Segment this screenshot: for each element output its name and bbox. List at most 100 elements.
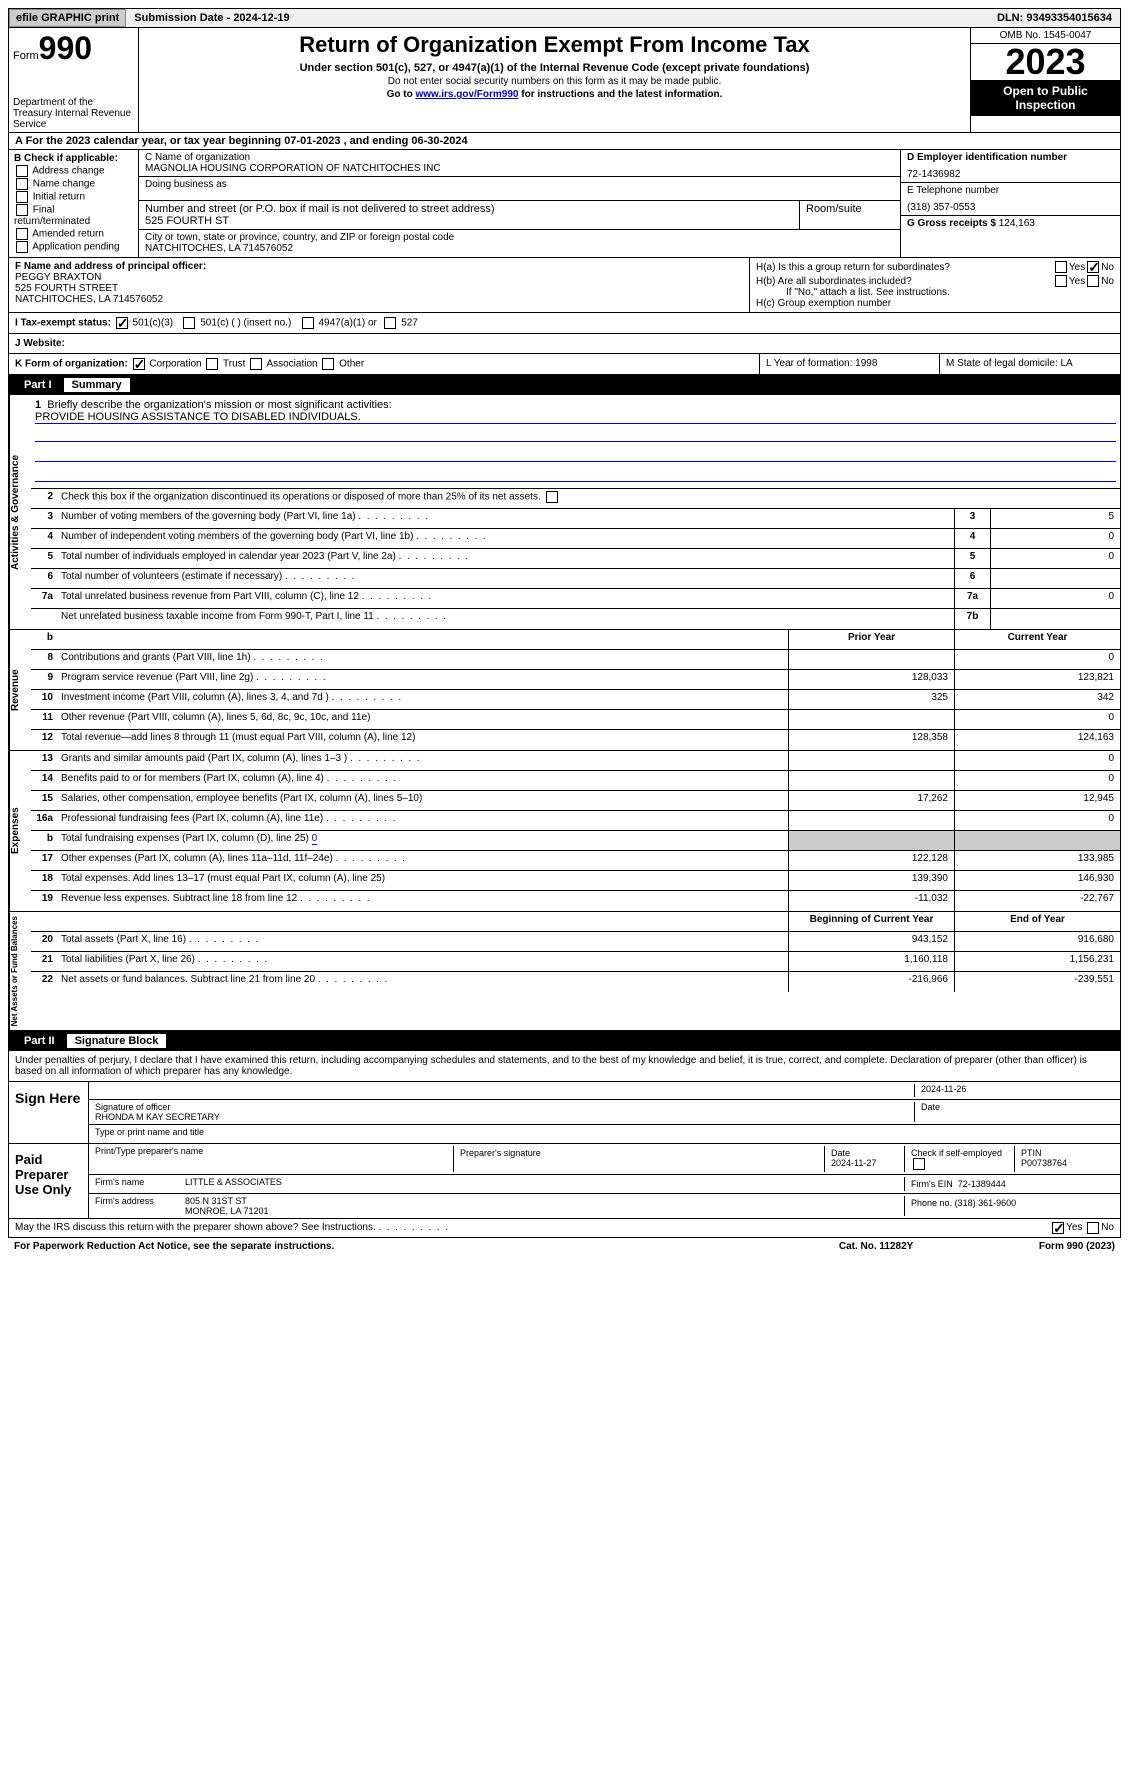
ha-no[interactable] — [1087, 261, 1099, 273]
exp-r18: Total expenses. Add lines 13–17 (must eq… — [57, 871, 788, 890]
date-label: Date — [914, 1102, 1114, 1122]
governance-section: Activities & Governance 1 Briefly descri… — [8, 395, 1121, 630]
firm-name: LITTLE & ASSOCIATES — [185, 1177, 904, 1191]
checkbox-name-change[interactable] — [16, 178, 28, 190]
cb-discontinued[interactable] — [546, 491, 558, 503]
opt-assoc: Association — [266, 359, 317, 370]
ha-label: H(a) Is this a group return for subordin… — [756, 262, 1053, 273]
k-label: K Form of organization: — [15, 359, 128, 370]
g-v6 — [990, 569, 1120, 588]
cb-other[interactable] — [322, 358, 334, 370]
exp-c19: -22,767 — [954, 891, 1120, 911]
discuss-no[interactable] — [1087, 1222, 1099, 1234]
sign-here: Sign Here — [9, 1082, 89, 1143]
section-a-tax-year: A For the 2023 calendar year, or tax yea… — [8, 133, 1121, 150]
rev-r11: Other revenue (Part VIII, column (A), li… — [57, 710, 788, 729]
officer-city: NATCHITOCHES, LA 714576052 — [15, 294, 743, 305]
begin-hdr: Beginning of Current Year — [788, 912, 954, 931]
exp-c18: 146,930 — [954, 871, 1120, 890]
cb-4947[interactable] — [302, 317, 314, 329]
city-label: City or town, state or province, country… — [145, 232, 894, 243]
opt-address-change: Address change — [32, 166, 104, 177]
opt-app-pending: Application pending — [32, 242, 119, 253]
exp-gray2 — [954, 831, 1120, 850]
part1-label: Part I — [16, 379, 60, 391]
opt-trust: Trust — [223, 359, 245, 370]
street: 525 FOURTH ST — [145, 215, 793, 227]
dln: DLN: 93493354015634 — [989, 10, 1120, 26]
declaration: Under penalties of perjury, I declare th… — [9, 1051, 1120, 1081]
note2-post: for instructions and the latest informat… — [518, 89, 722, 100]
g-r1: Briefly describe the organization's miss… — [47, 399, 391, 411]
col-b-title: B Check if applicable: — [14, 153, 133, 164]
cb-assoc[interactable] — [250, 358, 262, 370]
form-subtitle: Under section 501(c), 527, or 4947(a)(1)… — [143, 62, 966, 74]
officer-name: PEGGY BRAXTON — [15, 272, 743, 283]
year-formation: L Year of formation: 1998 — [760, 354, 940, 374]
phone-label: E Telephone number — [907, 185, 1114, 196]
note2-pre: Go to — [387, 89, 416, 100]
exp-r16a: Professional fundraising fees (Part IX, … — [57, 811, 788, 830]
type-name-label: Type or print name and title — [89, 1125, 1120, 1143]
cb-corp[interactable] — [133, 358, 145, 370]
cb-501c[interactable] — [183, 317, 195, 329]
irs-link[interactable]: www.irs.gov/Form990 — [415, 89, 518, 100]
exp-r16b-val: 0 — [312, 833, 318, 845]
checkbox-address-change[interactable] — [16, 165, 28, 177]
org-name-label: C Name of organization — [145, 152, 894, 163]
checkbox-app-pending[interactable] — [16, 241, 28, 253]
checkbox-final-return[interactable] — [16, 204, 28, 216]
check-self: Check if self-employed — [911, 1148, 1002, 1158]
exp-r13: Grants and similar amounts paid (Part IX… — [57, 751, 788, 770]
ein: 72-1436982 — [907, 169, 1114, 180]
firm-addr2: MONROE, LA 71201 — [185, 1206, 269, 1216]
discuss-row: May the IRS discuss this return with the… — [8, 1219, 1121, 1238]
na-c20: 916,680 — [954, 932, 1120, 951]
exp-c16a: 0 — [954, 811, 1120, 830]
hc-label: H(c) Group exemption number — [756, 298, 1114, 309]
g-r7a: Total unrelated business revenue from Pa… — [57, 589, 954, 608]
g-r6: Total number of volunteers (estimate if … — [57, 569, 954, 588]
s-501c: 501(c) ( ) (insert no.) — [200, 318, 291, 329]
officer-h-row: F Name and address of principal officer:… — [8, 258, 1121, 313]
ha-yes[interactable] — [1055, 261, 1067, 273]
hb-no[interactable] — [1087, 275, 1099, 287]
g-v7b — [990, 609, 1120, 629]
checkbox-initial-return[interactable] — [16, 191, 28, 203]
discuss-yes[interactable] — [1052, 1222, 1064, 1234]
g-v3: 5 — [990, 509, 1120, 528]
rev-p8 — [788, 650, 954, 669]
efile-button[interactable]: efile GRAPHIC print — [9, 9, 126, 27]
prep-date-label: Date — [831, 1148, 850, 1158]
i-label: I Tax-exempt status: — [15, 318, 111, 329]
exp-p17: 122,128 — [788, 851, 954, 870]
rev-c9: 123,821 — [954, 670, 1120, 689]
sig-officer-label: Signature of officer — [95, 1102, 170, 1112]
firm-addr1: 805 N 31ST ST — [185, 1196, 247, 1206]
g-r3: Number of voting members of the governin… — [57, 509, 954, 528]
end-hdr: End of Year — [954, 912, 1120, 931]
prep-name-label: Print/Type preparer's name — [95, 1146, 453, 1172]
submission-date: Submission Date - 2024-12-19 — [126, 10, 297, 26]
form-label: Form — [13, 50, 39, 62]
rev-r8: Contributions and grants (Part VIII, lin… — [57, 650, 788, 669]
part2-label: Part II — [16, 1035, 63, 1047]
exp-c13: 0 — [954, 751, 1120, 770]
part2-title: Signature Block — [67, 1034, 167, 1048]
rev-r12: Total revenue—add lines 8 through 11 (mu… — [57, 730, 788, 750]
mission-line — [35, 426, 1116, 442]
street-label: Number and street (or P.O. box if mail i… — [145, 203, 793, 215]
cb-trust[interactable] — [206, 358, 218, 370]
mission-line — [35, 466, 1116, 482]
cb-501c3[interactable] — [116, 317, 128, 329]
revenue-section: Revenue bPrior YearCurrent Year 8Contrib… — [8, 630, 1121, 751]
expenses-label: Expenses — [9, 751, 31, 911]
g-v5: 0 — [990, 549, 1120, 568]
cb-527[interactable] — [384, 317, 396, 329]
checkbox-amended[interactable] — [16, 228, 28, 240]
hb-note: If "No," attach a list. See instructions… — [756, 287, 1114, 298]
cb-self-employed[interactable] — [913, 1158, 925, 1170]
ptin: P00738764 — [1021, 1158, 1067, 1168]
mission-line — [35, 446, 1116, 462]
hb-yes[interactable] — [1055, 275, 1067, 287]
